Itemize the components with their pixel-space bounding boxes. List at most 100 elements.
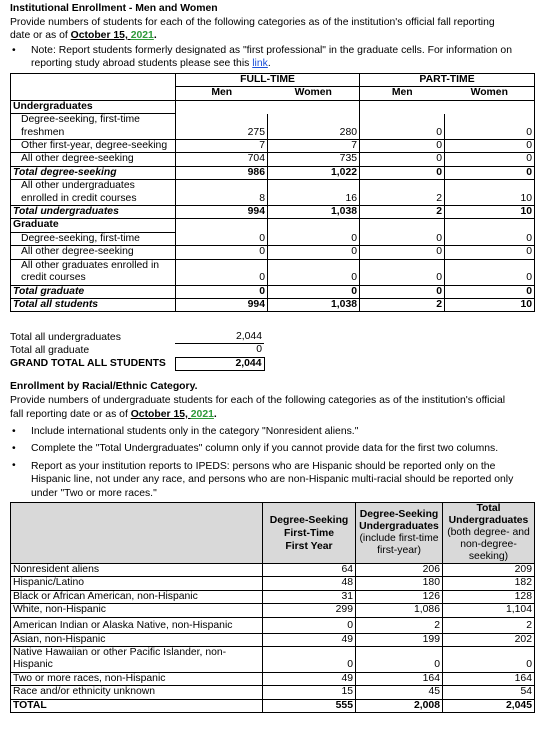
cell-value[interactable]: 735 (267, 152, 361, 167)
cell-value: 2 (359, 297, 446, 313)
cell-value[interactable]: 45 (355, 685, 443, 700)
cell-value: 10 (444, 297, 536, 313)
cell-value[interactable]: 0 (359, 258, 446, 285)
cell-value[interactable]: 2 (355, 616, 443, 634)
cell-value[interactable]: 280 (267, 113, 361, 140)
race-intro-line2: fall reporting date or as of October 15,… (10, 409, 217, 420)
row-label: All other graduates enrolled in credit co… (10, 258, 176, 285)
col-ft-women: Women (267, 86, 360, 101)
cell-value[interactable]: 0 (355, 646, 443, 673)
cell-value[interactable]: 0 (175, 245, 268, 260)
cell-value: 10 (444, 205, 536, 220)
cell-value: 1,038 (267, 205, 361, 220)
cell-value: 0 (444, 165, 536, 181)
cell-value[interactable]: 0 (359, 113, 446, 140)
col-total-undergrad-header: Total Undergraduates (both degree- and non-… (442, 502, 535, 564)
cell-value[interactable]: 16 (267, 179, 361, 206)
col-degree-seeking-header: Degree-Seeking Undergraduates (include fir… (355, 502, 443, 564)
cell-value[interactable]: 0 (359, 139, 446, 153)
cell-value[interactable]: 0 (262, 646, 356, 673)
race-row-label: Two or more races, non-Hispanic (10, 671, 263, 686)
row-label: Total undergraduates (10, 205, 176, 220)
cell-value[interactable]: 0 (262, 616, 356, 634)
cell-value[interactable]: 1,086 (355, 603, 443, 618)
cell-value[interactable]: 0 (359, 245, 446, 260)
study-abroad-link[interactable]: link (252, 58, 268, 69)
race-row-label: Native Hawaiian or other Pacific Islande… (10, 646, 263, 673)
cell-value[interactable]: 128 (442, 589, 535, 604)
row-label: Total graduate (10, 284, 176, 299)
col-first-time-header: Degree-Seeking First-Time First Year (262, 502, 356, 564)
cell-value[interactable]: 0 (444, 245, 536, 260)
cell-value[interactable]: 0 (444, 152, 536, 167)
bullet-icon: • (12, 443, 16, 454)
cell-value[interactable]: 202 (442, 632, 535, 647)
reporting-year: 2021 (190, 409, 214, 420)
cell-value: 2 (359, 205, 446, 220)
cell-value[interactable]: 199 (355, 632, 443, 647)
cell-value[interactable]: 0 (359, 232, 446, 246)
cell-value[interactable]: 48 (262, 576, 356, 591)
parttime-header: PART-TIME (359, 72, 536, 88)
cell-value[interactable]: 64 (262, 562, 356, 577)
race-row-label: Asian, non-Hispanic (10, 632, 263, 647)
cell-value: 0 (175, 284, 268, 299)
bullet-icon: • (12, 426, 16, 437)
cell-value[interactable]: 0 (444, 232, 536, 246)
cell-value[interactable]: 126 (355, 589, 443, 604)
cell-value[interactable]: 299 (262, 603, 356, 618)
cell-value[interactable]: 180 (355, 576, 443, 591)
cell-value[interactable]: 15 (262, 685, 356, 700)
total-graduate-value: 0 (175, 343, 264, 358)
cell-value[interactable]: 164 (442, 671, 535, 686)
reporting-date: October 15, (130, 409, 191, 420)
cell-value[interactable]: 0 (175, 232, 268, 246)
cell-value: 2,045 (442, 698, 535, 713)
total-graduate-label: Total all graduate (10, 344, 90, 356)
cell-value[interactable]: 275 (175, 113, 268, 140)
col-ft-men: Men (175, 86, 268, 101)
cell-value[interactable]: 31 (262, 589, 356, 604)
bullet-icon: • (12, 45, 16, 56)
cell-value[interactable]: 2 (359, 179, 446, 206)
undergrad-section-label: Undergraduates (10, 100, 176, 115)
cell-value[interactable]: 0 (267, 258, 361, 285)
cell-value[interactable]: 0 (267, 245, 361, 260)
cell-value[interactable]: 7 (267, 139, 361, 153)
cell-value[interactable]: 1,104 (442, 603, 535, 618)
race-row-label: TOTAL (10, 698, 263, 713)
cell-value[interactable]: 0 (359, 152, 446, 167)
cell-value[interactable]: 49 (262, 671, 356, 686)
cell-value[interactable]: 164 (355, 671, 443, 686)
row-label: Total all students (10, 297, 176, 313)
cell-value[interactable]: 0 (175, 258, 268, 285)
note-line1: Note: Report students formerly designate… (31, 45, 512, 56)
cell-value[interactable]: 2 (442, 616, 535, 634)
cell-value[interactable]: 0 (444, 113, 536, 140)
section-title-race: Enrollment by Racial/Ethnic Category. (10, 381, 198, 392)
cell-value[interactable]: 206 (355, 562, 443, 577)
total-undergrad-value: 2,044 (175, 331, 264, 345)
cell-value: 0 (444, 284, 536, 299)
grand-total-label: GRAND TOTAL ALL STUDENTS (10, 358, 166, 370)
cell-value[interactable]: 0 (444, 139, 536, 153)
cell-value[interactable]: 182 (442, 576, 535, 591)
cell-value[interactable]: 0 (442, 646, 535, 673)
race-bullet-2: Complete the "Total Undergraduates" colu… (31, 443, 499, 454)
cell-value[interactable]: 209 (442, 562, 535, 577)
cell-value[interactable]: 54 (442, 685, 535, 700)
cell-value[interactable]: 704 (175, 152, 268, 167)
cell-value: 1,022 (267, 165, 361, 181)
cell-value[interactable]: 0 (444, 258, 536, 285)
cell-value[interactable]: 10 (444, 179, 536, 206)
cell-value[interactable]: 49 (262, 632, 356, 647)
col-pt-women: Women (444, 86, 536, 101)
cell-value[interactable]: 7 (175, 139, 268, 153)
race-bullet-1: Include international students only in t… (31, 426, 359, 437)
cell-value: 986 (175, 165, 268, 181)
race-row-label: White, non-Hispanic (10, 603, 263, 618)
row-label: All other degree-seeking (10, 245, 176, 260)
total-undergrad-label: Total all undergraduates (10, 331, 121, 343)
cell-value[interactable]: 8 (175, 179, 268, 206)
cell-value[interactable]: 0 (267, 232, 361, 246)
